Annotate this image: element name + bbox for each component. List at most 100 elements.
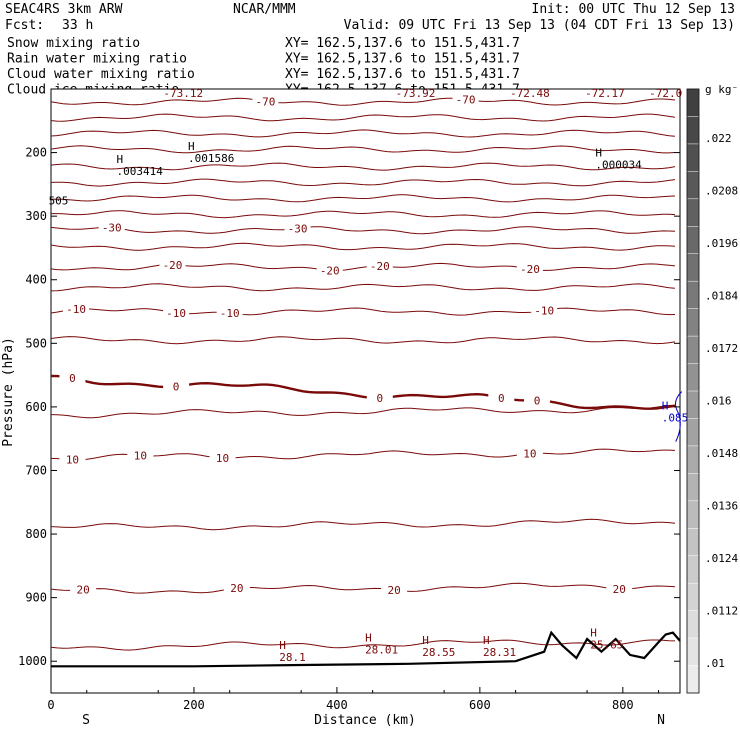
contour-label-bg: [63, 303, 90, 316]
temperature-max-label: 25.65: [590, 638, 623, 651]
top-contour-label: -72.48: [510, 87, 550, 100]
contour-label: -10: [66, 303, 86, 316]
contour-label: -70: [456, 94, 476, 107]
model-title: SEAC4RS 3km ARW: [5, 2, 123, 17]
x-tick-label: 800: [612, 698, 634, 712]
contour-line: [50, 97, 676, 106]
contour-line: [50, 113, 676, 122]
colorbar-swatch: [686, 473, 700, 502]
field-name: Rain water mixing ratio: [7, 52, 187, 67]
contour-label-bg: [159, 258, 186, 271]
contour-label: 10: [134, 449, 147, 462]
forecast-label: Fcst:: [5, 18, 44, 33]
contour-label: -20: [163, 259, 183, 272]
colorbar-swatch: [686, 198, 700, 228]
colorbar: g kg⁻¹ .022 .0208 .0196 .0184 .0172 .016 .0148.…: [686, 83, 740, 694]
field-name: Snow mixing ratio: [7, 36, 140, 51]
contour-label: 20: [230, 582, 243, 595]
contour-label-bg: [606, 583, 633, 596]
colorbar-tick-label: .01: [705, 657, 725, 670]
colorbar-swatch: [686, 500, 700, 530]
x-end-label-south: S: [82, 713, 90, 728]
contour-line: [50, 129, 676, 138]
colorbar-unit: g kg⁻¹: [705, 83, 740, 96]
colorbar-swatch: [686, 363, 700, 392]
contour-label: 20: [613, 583, 626, 596]
ice-max-label: .001586: [188, 152, 234, 165]
field-xy: XY= 162.5,137.6 to 151.5,431.7: [285, 52, 520, 67]
ice-max-label: .000034: [595, 158, 642, 171]
contour-label: 10: [523, 447, 536, 460]
contour-label: -20: [320, 264, 340, 277]
ice-max-label: 505: [49, 195, 69, 208]
contour-label-bg: [216, 307, 243, 320]
temperature-max-label: 28.01: [365, 644, 398, 657]
x-tick-label: 600: [469, 698, 491, 712]
colorbar-tick-label: .0124: [705, 552, 738, 565]
contour-line: [50, 374, 676, 410]
contour-line: [50, 336, 676, 345]
y-tick-label: 800: [25, 527, 47, 541]
contour-label: -10: [166, 307, 186, 320]
colorbar-tick-label: .0196: [705, 237, 738, 250]
cloud-water-contour: [674, 391, 683, 442]
contour-label-bg: [381, 583, 408, 596]
y-tick-label: 400: [25, 273, 47, 287]
y-tick-label: 600: [25, 400, 47, 414]
contour-label-bg: [516, 447, 543, 460]
high-marker: H: [662, 400, 669, 413]
contour-label: 0: [534, 394, 541, 407]
x-axis: 0 200 400 600 800: [47, 687, 660, 712]
contour-label: -10: [534, 304, 554, 317]
contour-label: 10: [216, 452, 229, 465]
temperature-contours: -70 -70 -30 -30 -20 -20 -20 -20 -10 -10 -10 -10 0 0 0 0…: [50, 93, 676, 651]
contour-label-bg: [59, 372, 86, 385]
contour-label-bg: [252, 95, 279, 108]
high-marker: H: [116, 153, 123, 166]
top-contour-label: -73.92: [396, 87, 436, 100]
colorbar-tick-label: .0112: [705, 605, 738, 618]
colorbar-tick-label: .016: [705, 395, 732, 408]
contour-label: 10: [66, 454, 79, 467]
y-tick-label: 900: [25, 591, 47, 605]
contour-label-bg: [524, 394, 551, 407]
field-legend: Snow mixing ratio XY= 162.5,137.6 to 151.…: [7, 36, 520, 98]
contour-line: [50, 448, 676, 461]
high-marker: H: [365, 632, 372, 645]
contour-label-bg: [98, 221, 125, 234]
contour-label: 0: [498, 392, 505, 405]
cloud-water-max-label: .085: [662, 412, 689, 425]
ice-max-label: .003414: [116, 165, 163, 178]
forecast-hour: 33 h: [62, 18, 93, 33]
top-contour-label: -72.0: [649, 87, 682, 100]
contour-line: [50, 178, 676, 187]
x-end-label-north: N: [657, 713, 665, 728]
init-time: Init: 00 UTC Thu 12 Sep 13: [532, 2, 736, 17]
contour-line: [50, 404, 676, 419]
y-tick-label: 200: [25, 146, 47, 160]
contour-line: [50, 582, 676, 594]
colorbar-tick-label: .0136: [705, 500, 738, 513]
contour-label-bg: [70, 583, 97, 596]
contour-label-bg: [163, 306, 190, 319]
field-xy: XY= 162.5,137.6 to 151.5,431.7: [285, 67, 520, 82]
y-tick-label: 1000: [18, 654, 47, 668]
colorbar-swatch: [686, 445, 700, 475]
contour-label-bg: [452, 93, 479, 106]
contour-line: [51, 210, 676, 219]
colorbar-frame: [686, 88, 700, 694]
contour-annotations: -73.12 -73.92 -72.48 -72.17 -72.0H.003414H.0…: [49, 87, 689, 664]
organization: NCAR/MMM: [233, 2, 296, 17]
high-marker: H: [279, 639, 286, 652]
colorbar-swatch: [686, 253, 700, 282]
colorbar-tick-label: .022: [705, 132, 732, 145]
y-tick-label: 300: [25, 209, 47, 223]
contour-label-bg: [163, 380, 190, 393]
colorbar-swatch: [686, 665, 700, 694]
contour-label-bg: [127, 449, 154, 462]
contour-label-bg: [488, 391, 515, 404]
contour-label: -70: [255, 96, 275, 109]
colorbar-swatch: [686, 280, 700, 310]
y-axis-label: Pressure (hPa): [1, 337, 16, 447]
